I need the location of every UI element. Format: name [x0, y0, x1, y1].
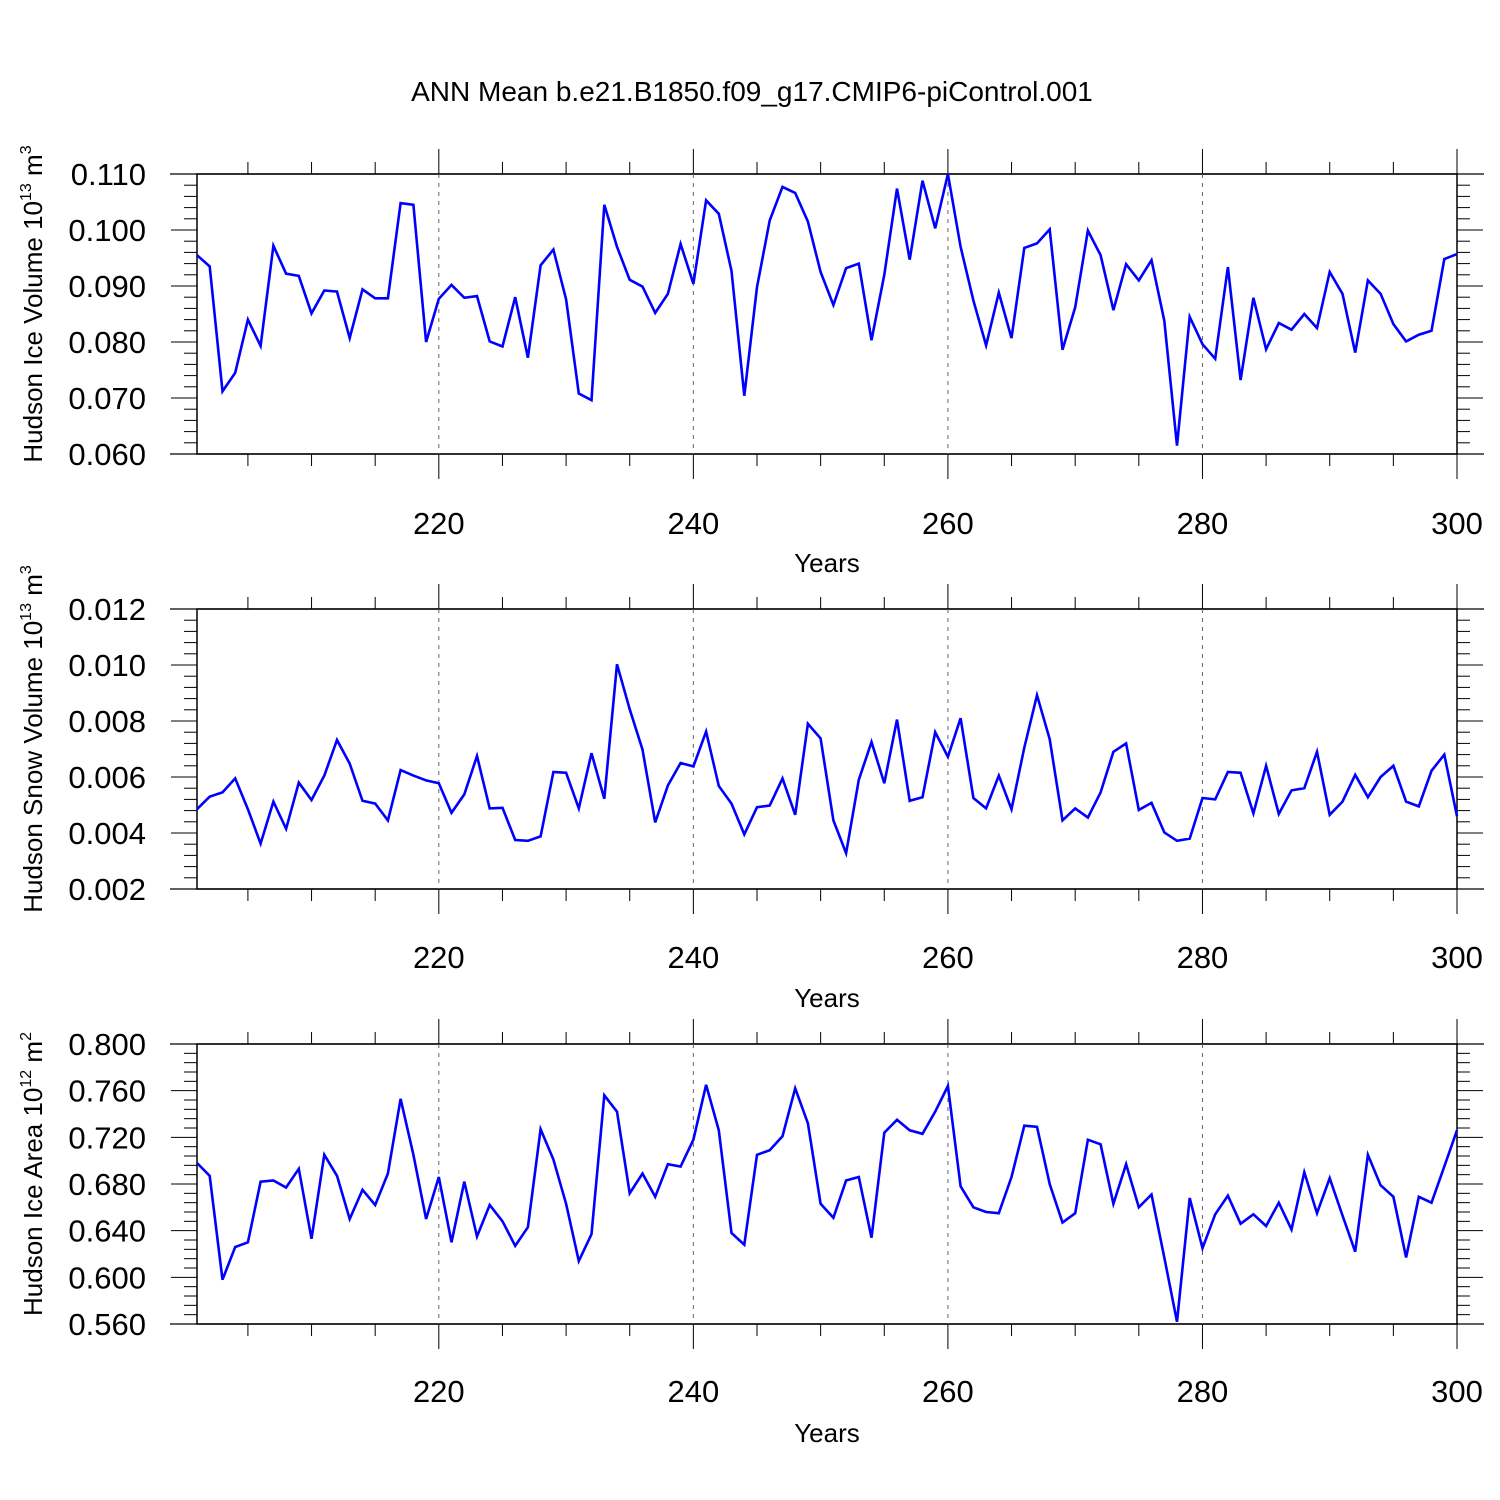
y-tick-label: 0.800: [68, 1027, 146, 1062]
panel-1: 0.060 0.070 0.080 0.090 0.100 0.110 220 240 260 2…: [18, 145, 1484, 578]
y-tick-label: 0.560: [68, 1307, 146, 1342]
x-tick-label: 260: [922, 506, 974, 541]
x-tick-label: 280: [1177, 506, 1229, 541]
y-tick-label: 0.110: [71, 157, 146, 192]
y-tick-label: 0.004: [68, 816, 146, 851]
x-tick-label: 260: [922, 940, 974, 975]
y-tick-label: 0.008: [68, 704, 146, 739]
x-tick-label: 280: [1177, 1374, 1229, 1409]
panel-2: 0.002 0.004 0.006 0.008 0.010 0.012 220 240 260 2…: [18, 565, 1484, 1013]
x-axis-label: Years: [794, 548, 860, 578]
y-tick-label: 0.640: [68, 1214, 146, 1249]
y-axis-label: Hudson Ice Area 1012 m2: [18, 1032, 48, 1316]
y-tick-label: 0.090: [68, 269, 146, 304]
x-axis-label: Years: [794, 983, 860, 1013]
x-tick-label: 220: [413, 1374, 465, 1409]
x-tick-label: 300: [1431, 506, 1483, 541]
y-tick-label: 0.100: [68, 213, 146, 248]
y-tick-label: 0.012: [68, 592, 146, 627]
x-tick-label: 240: [667, 1374, 719, 1409]
y-tick-label: 0.720: [68, 1120, 146, 1155]
panel-3: 0.560 0.600 0.640 0.680 0.720 0.760 0.800 220 24…: [18, 1019, 1484, 1448]
y-tick-label: 0.010: [68, 648, 146, 683]
y-axis-label: Hudson Ice Volume 1013 m3: [18, 145, 48, 462]
y-axis-label: Hudson Snow Volume 1013 m3: [18, 565, 48, 913]
panels: 0.060 0.070 0.080 0.090 0.100 0.110 220 240 260 2…: [18, 145, 1484, 1448]
y-tick-label: 0.060: [68, 437, 146, 472]
x-tick-label: 220: [413, 940, 465, 975]
x-tick-label: 300: [1431, 1374, 1483, 1409]
series-line: [196, 663, 1459, 859]
x-axis-label: Years: [794, 1418, 860, 1448]
y-tick-label: 0.760: [68, 1074, 146, 1109]
y-tick-label: 0.002: [68, 872, 146, 907]
x-tick-label: 220: [413, 506, 465, 541]
x-tick-label: 240: [667, 506, 719, 541]
x-tick-label: 280: [1177, 940, 1229, 975]
chart-title: ANN Mean b.e21.B1850.f09_g17.CMIP6-piCon…: [411, 76, 1093, 107]
y-tick-label: 0.070: [68, 381, 146, 416]
x-tick-label: 240: [667, 940, 719, 975]
series-line: [196, 173, 1458, 446]
series-line: [196, 1081, 1459, 1322]
x-tick-label: 300: [1431, 940, 1483, 975]
y-tick-label: 0.080: [68, 325, 146, 360]
x-tick-label: 260: [922, 1374, 974, 1409]
y-tick-label: 0.600: [68, 1260, 146, 1295]
y-tick-label: 0.680: [68, 1167, 146, 1202]
y-tick-label: 0.006: [68, 760, 146, 795]
